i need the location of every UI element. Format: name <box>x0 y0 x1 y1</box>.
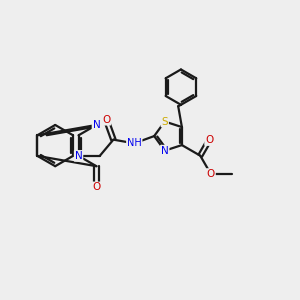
Text: N: N <box>75 151 83 161</box>
Text: N: N <box>161 146 169 156</box>
Text: S: S <box>161 116 168 127</box>
Text: O: O <box>205 135 213 145</box>
Text: O: O <box>102 115 110 125</box>
Text: N: N <box>92 120 100 130</box>
Text: O: O <box>92 182 101 192</box>
Text: NH: NH <box>127 138 142 148</box>
Text: O: O <box>207 169 215 179</box>
